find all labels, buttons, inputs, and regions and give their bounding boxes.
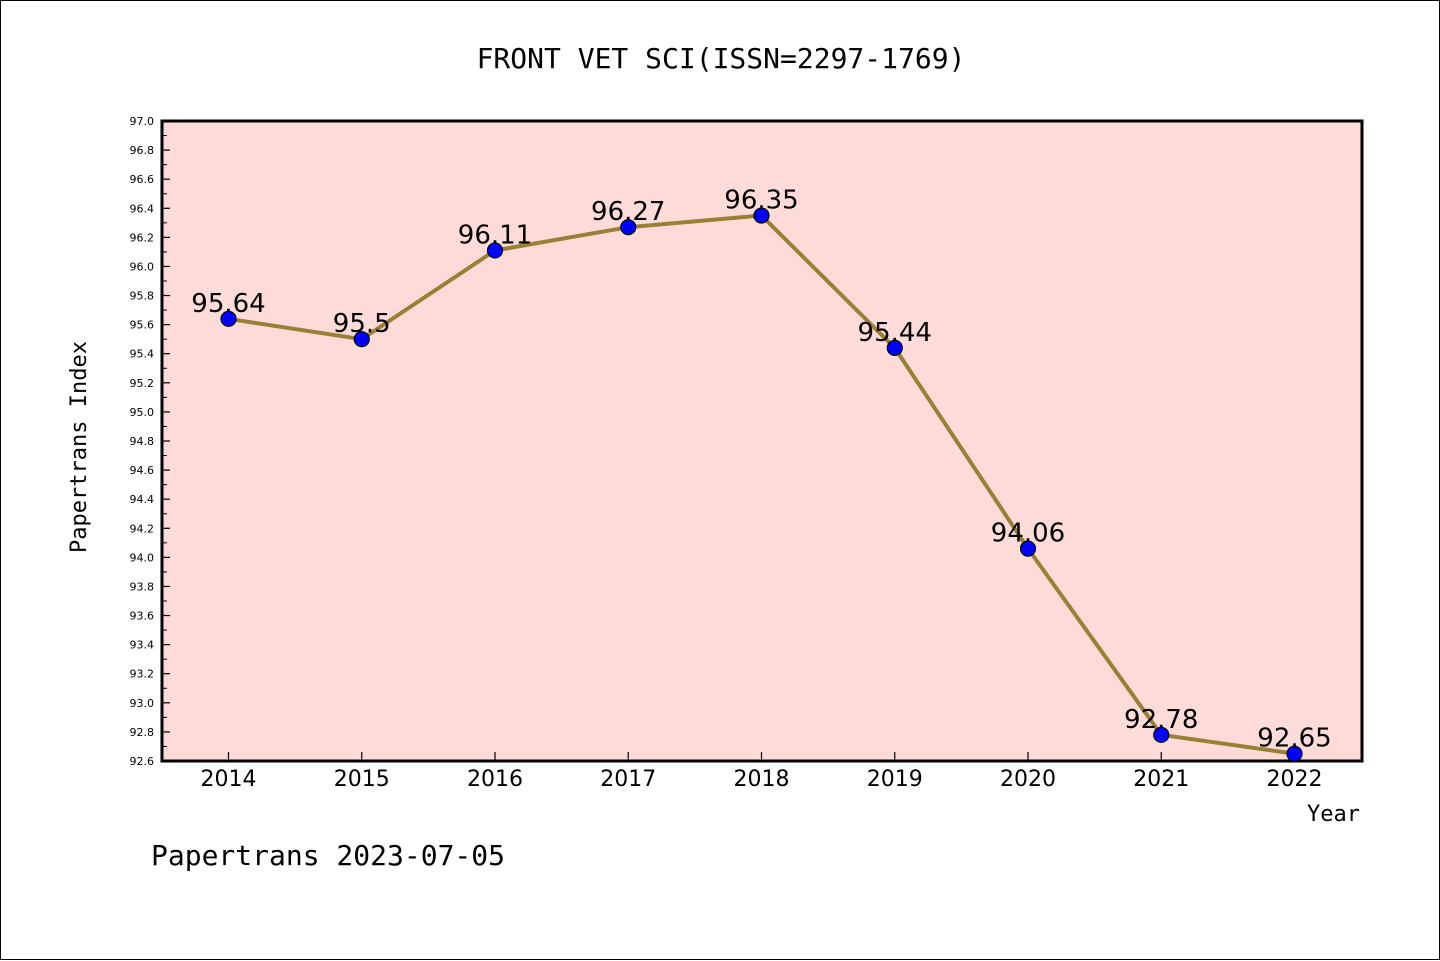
y-tick-label: 95.6 [130,319,155,332]
x-axis-ticks: 2014 2015 2016 2017 2018 2019 2020 2021 2022 [201,752,1323,792]
x-tick-label: 2020 [1000,767,1056,792]
series-line-group: 95.64 95.5 96.11 96.27 96.35 95.44 94.06 92.78 9… [191,186,1332,762]
x-tick-label: 2019 [867,767,923,792]
y-axis-ticks: 92.6 92.8 93.0 93.2 93.4 93.6 93.8 94.0 94.2 94.4… [130,115,170,768]
y-tick-label: 95.0 [130,406,155,419]
data-label: 95.5 [333,309,391,339]
data-point [486,242,504,259]
y-tick-label: 93.0 [130,697,155,710]
data-point [353,331,370,348]
y-tick-label: 92.6 [130,755,155,768]
x-tick-label: 2022 [1267,767,1323,792]
y-tick-label: 96.2 [130,231,155,244]
y-tick-label: 93.4 [130,639,155,652]
x-tick-label: 2014 [201,767,257,792]
x-tick-label: 2016 [467,767,523,792]
y-tick-label: 93.2 [130,668,155,681]
y-tick-label: 92.8 [130,726,155,739]
y-tick-label: 95.2 [130,377,155,390]
data-point [1153,726,1170,743]
x-axis-label: Year [1307,802,1360,827]
y-tick-label: 94.0 [130,551,155,564]
x-tick-label: 2018 [734,767,790,792]
data-label: 92.65 [1257,724,1331,754]
data-label: 96.35 [724,186,798,216]
data-point [620,219,637,236]
y-tick-label: 96.8 [130,144,155,157]
y-tick-label: 93.8 [130,580,155,593]
data-label: 95.64 [191,289,265,319]
data-label: 92.78 [1124,705,1198,735]
footer-date: Papertrans 2023-07-05 [151,839,505,872]
chart-title: FRONT VET SCI(ISSN=2297-1769) [477,42,966,75]
y-tick-label: 96.0 [130,260,155,273]
data-point [886,339,903,357]
data-point [753,207,770,224]
y-tick-label: 95.4 [130,348,155,361]
data-label: 96.27 [591,197,665,227]
x-tick-label: 2015 [334,767,390,792]
y-tick-label: 95.8 [130,290,155,303]
x-tick-label: 2021 [1133,767,1189,792]
y-tick-label: 97.0 [130,115,155,128]
x-tick-label: 2017 [600,767,656,792]
y-tick-label: 94.8 [130,435,155,448]
y-tick-label: 96.4 [130,202,155,215]
data-point [1286,745,1303,762]
data-label: 94.06 [991,519,1065,549]
y-axis-label: Papertrans Index [67,341,92,553]
data-point [1019,540,1037,557]
y-tick-label: 96.6 [130,173,155,186]
y-tick-label: 94.6 [130,464,155,477]
y-tick-label: 94.2 [130,522,155,535]
y-tick-label: 94.4 [130,493,155,506]
data-point [220,310,237,327]
data-label: 96.11 [458,220,532,250]
data-label: 95.44 [858,318,932,348]
plot-area [160,119,1364,763]
y-tick-label: 93.6 [130,610,155,623]
